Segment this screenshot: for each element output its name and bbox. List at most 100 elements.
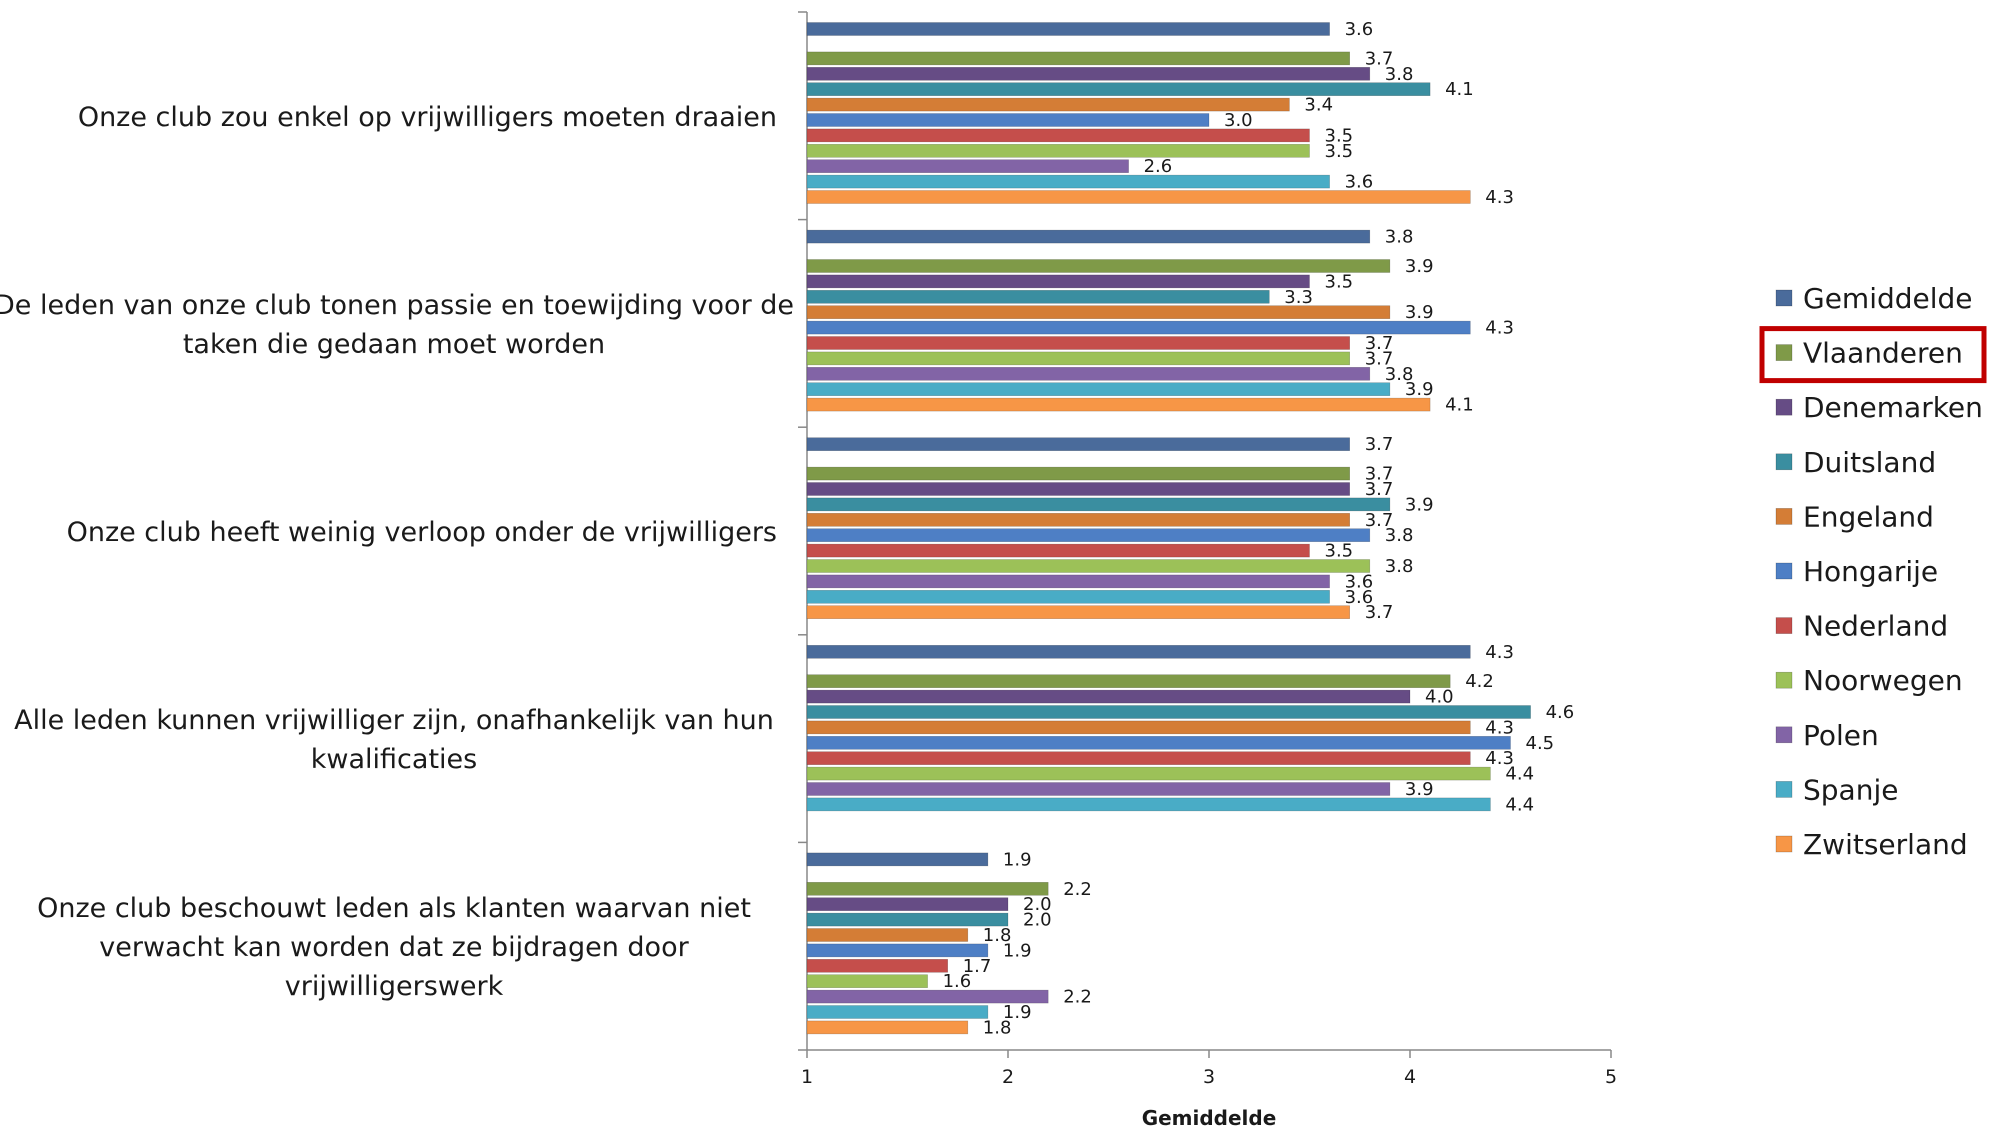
data-label: 2.2 bbox=[1063, 879, 1092, 900]
bar-duitsland bbox=[806, 912, 1009, 927]
bar-gemiddelde bbox=[806, 852, 989, 867]
data-label: 4.0 bbox=[1425, 687, 1454, 708]
data-label: 3.9 bbox=[1405, 379, 1434, 400]
data-label: 4.5 bbox=[1526, 733, 1555, 754]
bar-hongarije bbox=[806, 113, 1210, 127]
data-label: 4.2 bbox=[1465, 671, 1494, 692]
legend-label-denemarken: Denemarken bbox=[1803, 391, 1983, 424]
legend-label-hongarije: Hongarije bbox=[1803, 555, 1938, 588]
category-label: Onze club heeft weinig verloop onder de … bbox=[67, 517, 777, 548]
legend-label-vlaanderen: Vlaanderen bbox=[1803, 337, 1963, 370]
bar-engeland bbox=[806, 720, 1471, 735]
bar-denemarken bbox=[806, 482, 1351, 496]
bar-spanje bbox=[806, 382, 1391, 397]
legend-label-duitsland: Duitsland bbox=[1803, 446, 1936, 479]
category-label: Alle leden kunnen vrijwilliger zijn, ona… bbox=[14, 705, 774, 775]
legend-label-engeland: Engeland bbox=[1803, 500, 1934, 533]
bar-hongarije bbox=[806, 320, 1471, 335]
data-label: 3.7 bbox=[1365, 479, 1394, 500]
data-label: 1.9 bbox=[1003, 1002, 1032, 1023]
data-label: 4.3 bbox=[1485, 187, 1514, 208]
data-label: 3.9 bbox=[1405, 256, 1434, 277]
data-label: 1.8 bbox=[983, 1017, 1012, 1038]
bar-polen bbox=[806, 574, 1330, 589]
bar-denemarken bbox=[806, 274, 1310, 289]
bar-hongarije bbox=[806, 528, 1371, 543]
data-label: 1.9 bbox=[1003, 940, 1032, 961]
category-label: Onze club beschouwt leden als klanten wa… bbox=[37, 893, 751, 1002]
data-label: 4.1 bbox=[1445, 395, 1474, 416]
bar-duitsland bbox=[806, 497, 1391, 512]
data-label: 3.5 bbox=[1325, 541, 1354, 562]
bar-polen bbox=[806, 366, 1371, 381]
data-label: 4.3 bbox=[1485, 748, 1514, 769]
legend-swatch-denemarken bbox=[1775, 398, 1793, 416]
legend-swatch-polen bbox=[1775, 726, 1793, 744]
data-label: 2.2 bbox=[1063, 987, 1092, 1008]
legend-label-gemiddelde: Gemiddelde bbox=[1803, 282, 1973, 315]
bar-noorwegen bbox=[806, 351, 1351, 366]
bar-engeland bbox=[806, 305, 1391, 320]
data-label: 3.7 bbox=[1365, 464, 1394, 485]
data-label: 3.9 bbox=[1405, 779, 1434, 800]
bar-engeland bbox=[806, 928, 969, 942]
data-label: 4.3 bbox=[1485, 642, 1514, 663]
data-label: 4.4 bbox=[1505, 794, 1534, 815]
bar-vlaanderen bbox=[806, 674, 1451, 689]
legend-label-noorwegen: Noorwegen bbox=[1803, 664, 1963, 697]
plot-area: 1 2 3 4 5 Gemiddelde Onze club zou enkel op vr… bbox=[0, 11, 1617, 1127]
data-label: 3.7 bbox=[1365, 333, 1394, 354]
x-tick-label: 2 bbox=[1002, 1066, 1014, 1088]
data-label: 3.6 bbox=[1345, 571, 1374, 592]
bar-polen bbox=[806, 159, 1129, 173]
legend-swatch-spanje bbox=[1775, 781, 1793, 798]
bar-engeland bbox=[806, 97, 1290, 112]
bar-denemarken bbox=[806, 67, 1371, 81]
data-label: 3.9 bbox=[1405, 494, 1434, 515]
data-label: 2.0 bbox=[1023, 910, 1052, 931]
data-label: 3.7 bbox=[1365, 510, 1394, 531]
data-label: 2.0 bbox=[1023, 894, 1052, 915]
bar-vlaanderen bbox=[806, 881, 1049, 896]
bar-spanje bbox=[806, 797, 1491, 812]
legend-label-nederland: Nederland bbox=[1803, 610, 1948, 643]
data-label: 1.9 bbox=[1003, 849, 1032, 870]
bar-zwitserland bbox=[806, 1020, 969, 1035]
bar-noorwegen bbox=[806, 766, 1491, 781]
bar-denemarken bbox=[806, 897, 1009, 912]
data-label: 3.7 bbox=[1365, 434, 1394, 455]
data-label: 1.6 bbox=[943, 971, 972, 992]
legend-label-zwitserland: Zwitserland bbox=[1803, 828, 1968, 861]
bar-vlaanderen bbox=[806, 51, 1351, 66]
data-label: 2.6 bbox=[1144, 156, 1173, 177]
category-label: De leden van onze club tonen passie en t… bbox=[0, 290, 794, 360]
bar-nederland bbox=[806, 128, 1310, 143]
legend-swatch-vlaanderen bbox=[1775, 344, 1793, 361]
legend-swatch-nederland bbox=[1775, 617, 1793, 634]
legend-swatch-zwitserland bbox=[1775, 835, 1793, 853]
bar-nederland bbox=[806, 958, 948, 973]
x-axis-title: Gemiddelde bbox=[1142, 1106, 1277, 1127]
bar-gemiddelde bbox=[806, 229, 1371, 244]
legend-label-polen: Polen bbox=[1803, 719, 1879, 752]
x-tick-label: 5 bbox=[1605, 1066, 1617, 1088]
data-label: 3.5 bbox=[1325, 271, 1354, 292]
data-label: 4.3 bbox=[1485, 318, 1514, 339]
x-tick-label: 1 bbox=[801, 1066, 813, 1088]
data-label: 3.6 bbox=[1345, 172, 1374, 193]
bar-denemarken bbox=[806, 689, 1411, 704]
data-label: 4.1 bbox=[1445, 79, 1474, 100]
bar-gemiddelde bbox=[806, 22, 1330, 36]
bar-spanje bbox=[806, 1005, 989, 1019]
bar-zwitserland bbox=[806, 190, 1471, 204]
bar-polen bbox=[806, 989, 1049, 1004]
data-label: 3.5 bbox=[1325, 141, 1354, 162]
data-label: 3.8 bbox=[1385, 364, 1414, 385]
bar-hongarije bbox=[806, 735, 1511, 750]
bar-zwitserland bbox=[806, 397, 1431, 412]
legend-swatch-hongarije bbox=[1775, 562, 1793, 580]
data-label: 3.9 bbox=[1405, 302, 1434, 323]
bar-vlaanderen bbox=[806, 259, 1391, 273]
legend: Gemiddelde Vlaanderen Denemarken Duitsland E… bbox=[1759, 282, 1987, 861]
